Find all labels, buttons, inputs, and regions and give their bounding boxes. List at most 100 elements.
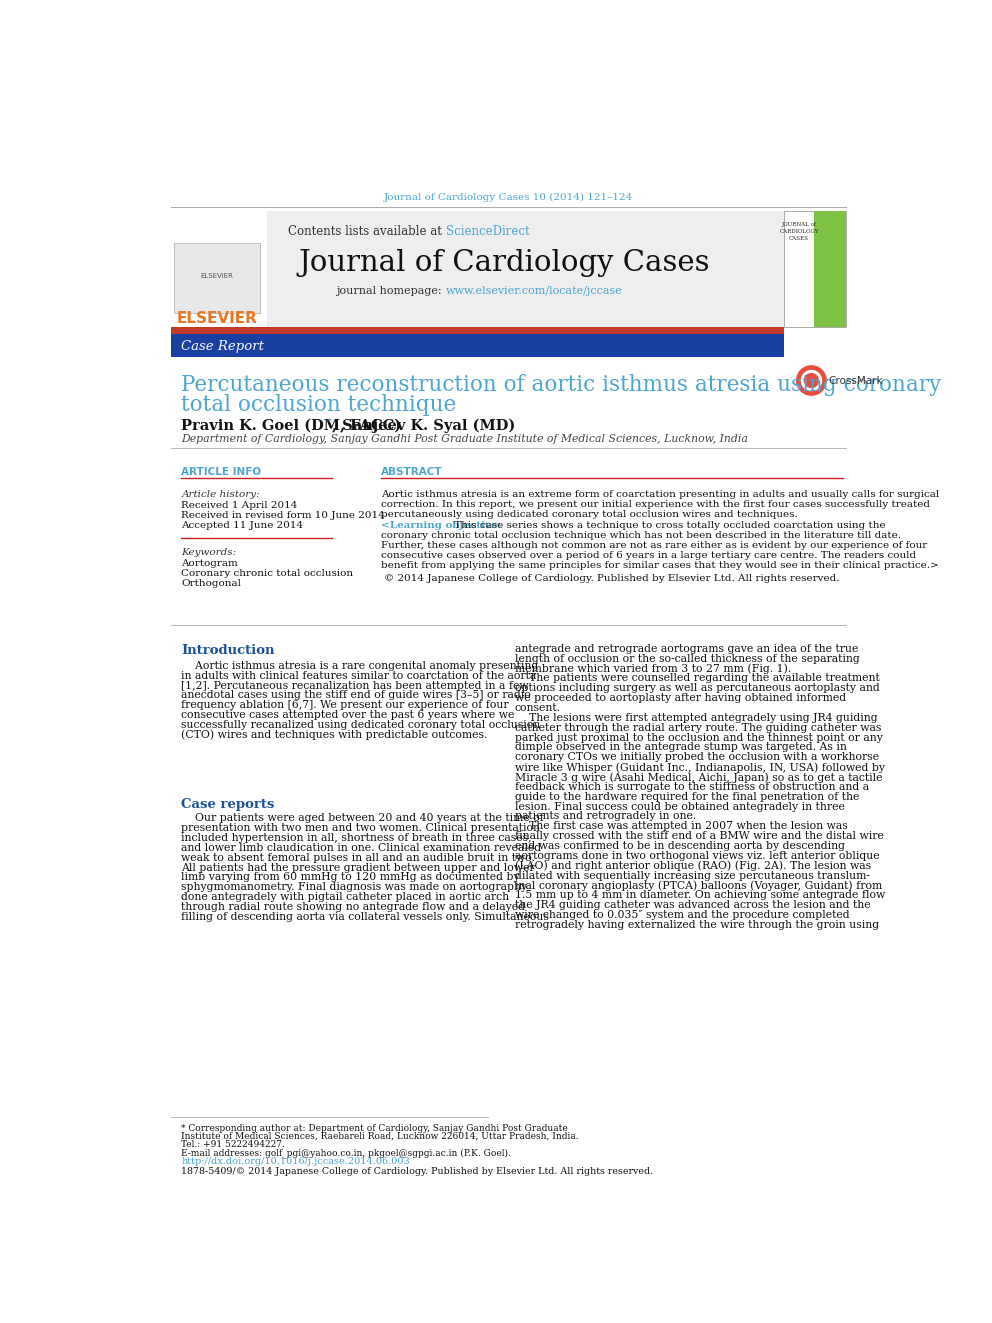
Text: frequency ablation [6,7]. We present our experience of four: frequency ablation [6,7]. We present our… <box>182 700 509 710</box>
Text: lesion. Final success could be obtained antegradely in three: lesion. Final success could be obtained … <box>515 802 844 811</box>
Text: coronary CTOs we initially probed the occlusion with a workhorse: coronary CTOs we initially probed the oc… <box>515 753 879 762</box>
Bar <box>171 333 785 357</box>
Text: *: * <box>327 418 332 426</box>
Text: www.elsevier.com/locate/jccase: www.elsevier.com/locate/jccase <box>445 286 622 296</box>
Text: Aortic isthmus atresia is a rare congenital anomaly presenting: Aortic isthmus atresia is a rare congeni… <box>182 660 539 671</box>
Text: percutaneously using dedicated coronary total occlusion wires and techniques.: percutaneously using dedicated coronary … <box>381 509 798 519</box>
Text: Pravin K. Goel (DM, FACC): Pravin K. Goel (DM, FACC) <box>182 419 402 433</box>
Text: Aortic isthmus atresia is an extreme form of coarctation presenting in adults an: Aortic isthmus atresia is an extreme for… <box>381 490 939 499</box>
Text: [1,2]. Percutaneous recanalization has been attempted in a few: [1,2]. Percutaneous recanalization has b… <box>182 680 529 691</box>
Text: Case Report: Case Report <box>182 340 264 353</box>
Text: Aortogram: Aortogram <box>182 560 238 568</box>
Text: end was confirmed to be in descending aorta by descending: end was confirmed to be in descending ao… <box>515 841 844 851</box>
Text: guide to the hardware required for the final penetration of the: guide to the hardware required for the f… <box>515 791 859 802</box>
Text: ScienceDirect: ScienceDirect <box>445 225 530 238</box>
Text: dilated with sequentially increasing size percutaneous translum-: dilated with sequentially increasing siz… <box>515 871 870 881</box>
Text: http://dx.doi.org/10.1016/j.jccase.2014.06.003: http://dx.doi.org/10.1016/j.jccase.2014.… <box>182 1156 410 1166</box>
Bar <box>171 327 785 333</box>
Text: feedback which is surrogate to the stiffness of obstruction and a: feedback which is surrogate to the stiff… <box>515 782 869 792</box>
Text: This case series shows a technique to cross totally occluded coarctation using t: This case series shows a technique to cr… <box>451 521 886 531</box>
Text: ARTICLE INFO: ARTICLE INFO <box>182 467 262 476</box>
Text: journal homepage:: journal homepage: <box>336 286 445 296</box>
Text: Article history:: Article history: <box>182 490 260 499</box>
Text: The lesions were first attempted antegradely using JR4 guiding: The lesions were first attempted antegra… <box>515 713 877 722</box>
Text: Orthogonal: Orthogonal <box>182 579 241 589</box>
Text: wire like Whisper (Guidant Inc., Indianapolis, IN, USA) followed by: wire like Whisper (Guidant Inc., Indiana… <box>515 762 885 773</box>
Bar <box>813 212 846 327</box>
Text: Introduction: Introduction <box>182 644 275 656</box>
Bar <box>171 212 785 327</box>
Text: 1878-5409/© 2014 Japanese College of Cardiology. Published by Elsevier Ltd. All : 1878-5409/© 2014 Japanese College of Car… <box>182 1167 654 1176</box>
Text: filling of descending aorta via collateral vessels only. Simultaneous: filling of descending aorta via collater… <box>182 912 550 922</box>
Text: the JR4 guiding catheter was advanced across the lesion and the: the JR4 guiding catheter was advanced ac… <box>515 900 870 910</box>
Text: Tel.: +91 5222494227.: Tel.: +91 5222494227. <box>182 1139 286 1148</box>
Text: Case reports: Case reports <box>182 798 275 811</box>
Text: ELSEVIER: ELSEVIER <box>200 273 233 279</box>
Text: Journal of Cardiology Cases: Journal of Cardiology Cases <box>298 250 709 278</box>
Text: sphygmomanometry. Final diagnosis was made on aortography: sphygmomanometry. Final diagnosis was ma… <box>182 882 528 892</box>
Text: membrane which varied from 3 to 27 mm (Fig. 1).: membrane which varied from 3 to 27 mm (F… <box>515 664 791 675</box>
Text: © 2014 Japanese College of Cardiology. Published by Elsevier Ltd. All rights res: © 2014 Japanese College of Cardiology. P… <box>385 574 840 583</box>
Text: inal coronary angioplasty (PTCA) balloons (Voyager, Guidant) from: inal coronary angioplasty (PTCA) balloon… <box>515 880 882 890</box>
Text: ABSTRACT: ABSTRACT <box>381 467 442 476</box>
Text: wire changed to 0.035″ system and the procedure completed: wire changed to 0.035″ system and the pr… <box>515 910 849 919</box>
Text: presentation with two men and two women. Clinical presentation: presentation with two men and two women.… <box>182 823 541 833</box>
Text: * Corresponding author at: Department of Cardiology, Sanjay Gandhi Post Graduate: * Corresponding author at: Department of… <box>182 1123 568 1132</box>
Text: included hypertension in all, shortness of breath in three cases,: included hypertension in all, shortness … <box>182 833 532 843</box>
Text: benefit from applying the same principles for similar cases that they would see : benefit from applying the same principle… <box>381 561 939 570</box>
Text: E-mail addresses: golf_pgi@yahoo.co.in, pkgoel@sgpgi.ac.in (P.K. Goel).: E-mail addresses: golf_pgi@yahoo.co.in, … <box>182 1148 511 1158</box>
Text: and lower limb claudication in one. Clinical examination revealed: and lower limb claudication in one. Clin… <box>182 843 542 853</box>
Text: Contents lists available at: Contents lists available at <box>288 225 445 238</box>
Text: weak to absent femoral pulses in all and an audible bruit in two.: weak to absent femoral pulses in all and… <box>182 853 536 863</box>
Text: length of occlusion or the so-called thickness of the separating: length of occlusion or the so-called thi… <box>515 654 859 664</box>
Text: patients and retrogradely in one.: patients and retrogradely in one. <box>515 811 695 822</box>
Text: catheter through the radial artery route. The guiding catheter was: catheter through the radial artery route… <box>515 722 881 733</box>
Text: Miracle 3 g wire (Asahi Medical, Aichi, Japan) so as to get a tactile: Miracle 3 g wire (Asahi Medical, Aichi, … <box>515 773 882 782</box>
Text: Received 1 April 2014: Received 1 April 2014 <box>182 500 298 509</box>
Text: finally crossed with the stiff end of a BMW wire and the distal wire: finally crossed with the stiff end of a … <box>515 831 884 841</box>
Circle shape <box>802 370 821 390</box>
Text: coronary chronic total occlusion technique which has not been described in the l: coronary chronic total occlusion techniq… <box>381 532 902 540</box>
Text: The first case was attempted in 2007 when the lesion was: The first case was attempted in 2007 whe… <box>515 822 847 831</box>
Text: correction. In this report, we present our initial experience with the first fou: correction. In this report, we present o… <box>381 500 930 509</box>
Text: Institute of Medical Sciences, Raebareli Road, Lucknow 226014, Uttar Pradesh, In: Institute of Medical Sciences, Raebareli… <box>182 1131 579 1140</box>
Text: The patients were counselled regarding the available treatment: The patients were counselled regarding t… <box>515 673 879 684</box>
Text: we proceeded to aortoplasty after having obtained informed: we proceeded to aortoplasty after having… <box>515 693 846 703</box>
Text: done antegradely with pigtail catheter placed in aortic arch: done antegradely with pigtail catheter p… <box>182 892 510 902</box>
Text: Accepted 11 June 2014: Accepted 11 June 2014 <box>182 521 304 529</box>
Text: consecutive cases attempted over the past 6 years where we: consecutive cases attempted over the pas… <box>182 710 515 720</box>
Text: antegrade and retrograde aortograms gave an idea of the true: antegrade and retrograde aortograms gave… <box>515 644 858 654</box>
Circle shape <box>797 366 826 396</box>
Text: consecutive cases observed over a period of 6 years in a large tertiary care cen: consecutive cases observed over a period… <box>381 552 917 561</box>
Text: successfully recanalized using dedicated coronary total occlusion: successfully recanalized using dedicated… <box>182 720 541 730</box>
Bar <box>175 243 260 312</box>
Text: Journal of Cardiology Cases 10 (2014) 121–124: Journal of Cardiology Cases 10 (2014) 12… <box>384 193 633 202</box>
Text: (CTO) wires and techniques with predictable outcomes.: (CTO) wires and techniques with predicta… <box>182 730 488 741</box>
Text: Percutaneous reconstruction of aortic isthmus atresia using coronary: Percutaneous reconstruction of aortic is… <box>182 374 941 397</box>
Text: options including surgery as well as percutaneous aortoplasty and: options including surgery as well as per… <box>515 683 879 693</box>
Text: Department of Cardiology, Sanjay Gandhi Post Graduate Institute of Medical Scien: Department of Cardiology, Sanjay Gandhi … <box>182 434 748 443</box>
Text: retrogradely having externalized the wire through the groin using: retrogradely having externalized the wir… <box>515 919 879 930</box>
Text: Our patients were aged between 20 and 40 years at the time of: Our patients were aged between 20 and 40… <box>182 814 545 823</box>
Text: All patients had the pressure gradient between upper and lower: All patients had the pressure gradient b… <box>182 863 535 873</box>
Text: Coronary chronic total occlusion: Coronary chronic total occlusion <box>182 569 353 578</box>
Text: Keywords:: Keywords: <box>182 548 236 557</box>
Text: 1.5 mm up to 4 mm in diameter. On achieving some antegrade flow: 1.5 mm up to 4 mm in diameter. On achiev… <box>515 890 885 900</box>
Text: anecdotal cases using the stiff end of guide wires [3–5] or radio: anecdotal cases using the stiff end of g… <box>182 691 531 700</box>
Text: Further, these cases although not common are not as rare either as is evident by: Further, these cases although not common… <box>381 541 928 550</box>
Text: ELSEVIER: ELSEVIER <box>177 311 258 327</box>
Text: CrossMark: CrossMark <box>828 376 883 385</box>
Text: aortograms done in two orthogonal views viz. left anterior oblique: aortograms done in two orthogonal views … <box>515 851 879 861</box>
Text: through radial route showing no antegrade flow and a delayed: through radial route showing no antegrad… <box>182 902 526 912</box>
Text: limb varying from 60 mmHg to 120 mmHg as documented by: limb varying from 60 mmHg to 120 mmHg as… <box>182 872 520 882</box>
Bar <box>171 212 268 327</box>
Text: dimple observed in the antegrade stump was targeted. As in: dimple observed in the antegrade stump w… <box>515 742 846 753</box>
Circle shape <box>805 373 818 388</box>
Text: total occlusion technique: total occlusion technique <box>182 394 456 415</box>
Text: <Learning objective:: <Learning objective: <box>381 521 502 531</box>
Text: (LAO) and right anterior oblique (RAO) (Fig. 2A). The lesion was: (LAO) and right anterior oblique (RAO) (… <box>515 861 871 872</box>
Bar <box>785 212 846 327</box>
Text: in adults with clinical features similar to coarctation of the aorta: in adults with clinical features similar… <box>182 671 537 680</box>
Text: JOURNAL of
CARDIOLOGY
CASES: JOURNAL of CARDIOLOGY CASES <box>780 222 818 241</box>
Text: , Sanjeev K. Syal (MD): , Sanjeev K. Syal (MD) <box>331 419 515 434</box>
